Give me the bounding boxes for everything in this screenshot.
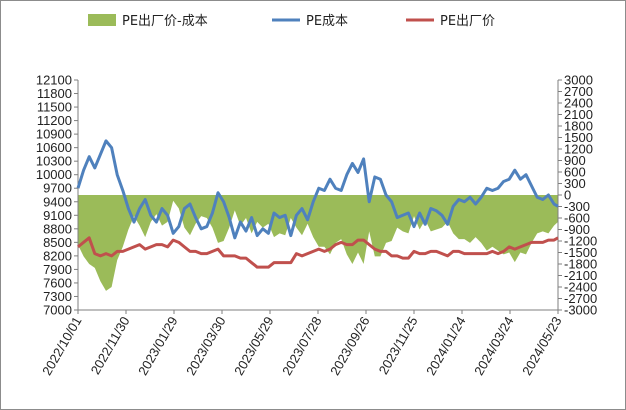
line-series-pe-cost <box>76 139 559 240</box>
x-axis-ticks: 2022/10/01 2022/11/30 2023/01/29 2023/03/30… <box>39 310 565 378</box>
right-tick-label: -300 <box>564 199 590 214</box>
area-series-margin <box>78 195 558 291</box>
left-tick-label: 12100 <box>36 73 72 88</box>
right-tick-label: 0 <box>564 188 571 203</box>
right-tick-label: -2400 <box>564 280 597 295</box>
left-tick-label: 9400 <box>43 194 72 209</box>
x-tick-label: 2022/10/01 <box>39 314 85 378</box>
legend-label: PE出厂价-成本 <box>122 14 208 29</box>
right-tick-label: -900 <box>564 222 590 237</box>
right-tick-label: 900 <box>564 153 586 168</box>
legend-label: PE出厂价 <box>440 14 495 29</box>
right-tick-label: 3000 <box>564 73 593 88</box>
legend-label: PE成本 <box>306 14 348 29</box>
right-tick-label: 2100 <box>564 107 593 122</box>
x-tick-label: 2023/09/26 <box>327 314 373 378</box>
left-tick-label: 7900 <box>43 262 72 277</box>
lines-layer <box>76 139 559 269</box>
left-tick-label: 10300 <box>36 154 72 169</box>
left-tick-label: 11200 <box>37 113 72 128</box>
left-tick-label: 10000 <box>36 167 72 182</box>
left-tick-label: 7300 <box>43 289 72 304</box>
left-tick-label: 8500 <box>43 235 72 250</box>
left-tick-label: 9100 <box>43 208 72 223</box>
right-tick-label: 1800 <box>564 119 593 134</box>
x-tick-label: 2023/03/30 <box>183 314 229 378</box>
left-tick-label: 10900 <box>36 127 72 142</box>
left-tick-label: 11500 <box>37 100 72 115</box>
right-tick-label: -1500 <box>564 245 597 260</box>
right-tick-label: -3000 <box>564 303 597 318</box>
right-tick-label: 600 <box>564 165 586 180</box>
x-tick-label: 2023/07/28 <box>279 314 325 378</box>
right-axis-ticks: 30002700240021001800150012009006003000-3… <box>558 73 597 318</box>
left-tick-label: 8200 <box>43 248 72 263</box>
right-tick-label: 2700 <box>564 84 593 99</box>
right-tick-label: -1200 <box>564 234 597 249</box>
left-tick-label: 7000 <box>43 303 72 318</box>
left-tick-label: 11800 <box>37 86 72 101</box>
x-tick-label: 2022/11/30 <box>88 314 133 377</box>
x-tick-label: 2023/05/29 <box>231 314 277 378</box>
right-tick-label: -600 <box>564 211 590 226</box>
left-tick-label: 8800 <box>43 221 72 236</box>
right-tick-label: 1500 <box>564 130 593 145</box>
left-axis-ticks: 1210011800115001120010900106001030010000… <box>36 73 78 318</box>
x-tick-label: 2024/01/24 <box>423 314 469 378</box>
right-tick-label: 2400 <box>564 96 593 111</box>
left-tick-label: 10600 <box>36 140 72 155</box>
left-tick-label: 9700 <box>43 181 72 196</box>
x-tick-label: 2024/03/24 <box>471 314 517 378</box>
right-tick-label: -2700 <box>564 291 597 306</box>
legend-swatch-area <box>88 14 116 26</box>
right-tick-label: 1200 <box>564 142 593 157</box>
legend: PE出厂价-成本 PE成本 PE出厂价 <box>88 14 495 29</box>
right-tick-label: -2100 <box>564 268 597 283</box>
line-series-pe-ex-factory-price <box>77 236 559 269</box>
x-tick-label: 2024/05/23 <box>519 314 565 378</box>
left-tick-label: 7600 <box>43 275 72 290</box>
right-tick-label: -1800 <box>564 257 597 272</box>
area-layer <box>78 195 558 291</box>
x-tick-label: 2023/11/25 <box>376 314 421 377</box>
x-tick-label: 2023/01/29 <box>135 314 181 378</box>
right-tick-label: 300 <box>564 176 586 191</box>
